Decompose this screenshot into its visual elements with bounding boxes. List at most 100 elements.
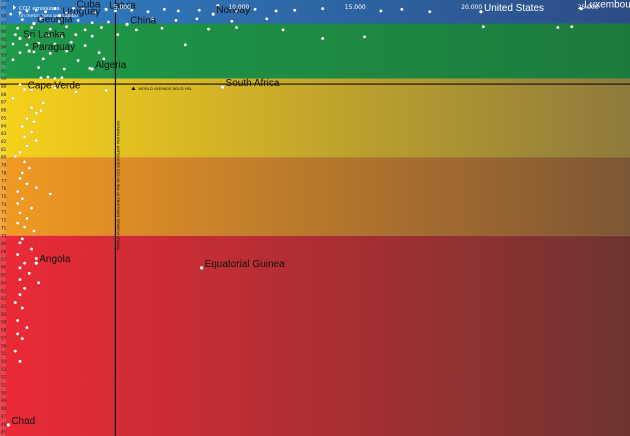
data-point <box>81 7 85 12</box>
y-tick-label: 72 <box>1 218 7 223</box>
data-point <box>90 21 94 25</box>
data-point <box>36 65 41 70</box>
data-point <box>53 76 57 81</box>
y-tick-label: 87 <box>1 100 7 105</box>
y-tick-label: 93 <box>1 53 7 58</box>
country-label-china: China <box>130 15 157 26</box>
y-tick-label: 92 <box>1 60 7 65</box>
data-point <box>41 101 45 105</box>
data-point <box>216 3 220 8</box>
data-point <box>29 87 34 92</box>
y-tick-label: 66 <box>1 265 7 270</box>
y-tick-label: 59 <box>1 320 7 325</box>
world-average-horizontal-label: WORLD AVERAGE BOLD HEL <box>138 86 193 91</box>
data-point <box>69 40 73 45</box>
labeled-point-uruguay <box>57 13 62 18</box>
data-point <box>151 17 155 21</box>
labeled-point-algeria <box>90 67 94 71</box>
data-point <box>29 206 34 210</box>
country-label-south-africa: South Africa <box>226 78 280 89</box>
data-point <box>32 50 36 54</box>
data-point <box>32 120 36 124</box>
data-point <box>146 10 150 14</box>
data-point <box>97 50 101 55</box>
data-point <box>29 25 34 30</box>
data-point <box>27 166 31 170</box>
data-point <box>18 10 22 15</box>
band-3 <box>0 235 630 436</box>
data-point <box>20 171 24 175</box>
country-label-uruguay: Uruguay <box>63 7 101 18</box>
data-point <box>57 19 62 23</box>
data-point <box>230 19 234 23</box>
data-point <box>25 116 29 121</box>
data-point <box>36 281 41 285</box>
country-label-norway: Norway <box>216 5 250 16</box>
axis-ticks: 5.000 10.000 15.000 20.000 25.000 100 99 98 97 96… <box>1 0 599 435</box>
data-point <box>162 7 166 12</box>
data-point <box>39 17 43 21</box>
data-point <box>48 27 52 31</box>
data-point <box>176 9 180 13</box>
y-tick-label: 74 <box>1 202 7 207</box>
y-tick-label: 97 <box>1 21 7 26</box>
y-tick-label: 99 <box>1 5 7 10</box>
data-point <box>90 34 94 38</box>
data-point <box>34 186 38 190</box>
x-tick-label: 10.000 <box>228 4 249 11</box>
data-point <box>27 35 31 39</box>
data-point <box>20 306 24 310</box>
y-tick-label: 64 <box>1 280 7 285</box>
data-point <box>15 318 20 323</box>
data-point <box>281 28 285 32</box>
labeled-point-georgia <box>32 21 36 26</box>
labeled-point-paraguay <box>27 49 32 53</box>
data-point <box>15 190 20 194</box>
data-point <box>22 286 27 290</box>
data-point <box>11 42 15 46</box>
data-point <box>400 7 404 12</box>
y-tick-label: 91 <box>1 68 7 73</box>
data-point <box>274 9 278 13</box>
y-tick-label: 54 <box>1 359 7 364</box>
y-tick-label: 46 <box>1 422 7 427</box>
y-tick-label: 86 <box>1 108 7 113</box>
data-point <box>15 201 20 206</box>
data-point <box>130 8 134 12</box>
y-tick-label: 57 <box>1 335 7 340</box>
y-tick-label: 53 <box>1 367 7 372</box>
y-tick-label: 60 <box>1 312 7 317</box>
y-tick-label: 94 <box>1 45 7 50</box>
data-point <box>76 18 80 23</box>
data-point <box>116 32 120 37</box>
data-point <box>253 7 257 12</box>
data-point <box>41 57 45 61</box>
labeled-point-chad <box>6 423 11 427</box>
country-label-cuba: Cuba <box>77 0 101 11</box>
data-point <box>25 325 29 330</box>
y-tick-label: 69 <box>1 241 7 246</box>
data-point <box>18 50 22 55</box>
data-point <box>15 26 20 30</box>
data-point <box>13 32 17 37</box>
data-point <box>20 124 24 129</box>
data-point <box>197 8 201 12</box>
data-point <box>20 237 24 241</box>
data-point <box>29 130 34 134</box>
y-tick-label: 76 <box>1 186 7 191</box>
y-axis-strip <box>0 0 6 436</box>
labeled-point-latvia <box>104 7 108 12</box>
y-tick-label: 45 <box>1 430 7 435</box>
data-point <box>20 197 24 201</box>
labeled-point-united-states <box>479 9 483 14</box>
data-point <box>22 160 27 164</box>
data-point <box>234 25 239 30</box>
labeled-point-cape-verde <box>22 87 27 92</box>
data-point <box>36 41 41 45</box>
data-points <box>6 3 583 427</box>
data-point <box>428 10 432 14</box>
